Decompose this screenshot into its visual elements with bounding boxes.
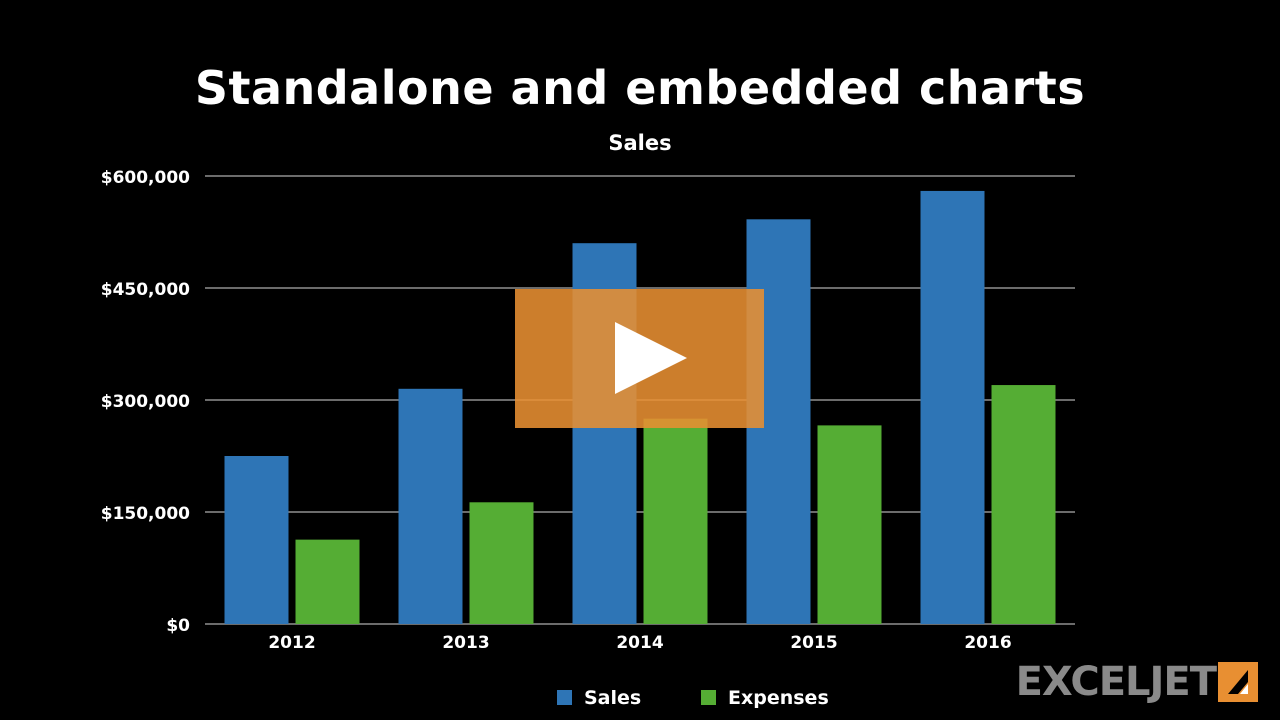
bar-expenses-2014 — [643, 418, 708, 624]
chart-title: Sales — [608, 131, 671, 155]
legend-label: Sales — [584, 687, 641, 709]
y-tick-label: $0 — [166, 616, 190, 636]
bar-expenses-2016 — [991, 385, 1056, 624]
x-tick-label: 2013 — [442, 633, 489, 653]
bar-expenses-2013 — [469, 502, 534, 624]
brand-name: EXCELJET — [1015, 659, 1217, 705]
x-axis-tick-labels: 2012 2013 2014 2015 2016 — [268, 633, 1011, 653]
bar-sales-2012 — [224, 456, 289, 624]
brand-mark-icon — [1218, 662, 1258, 702]
page-title: Standalone and embedded charts — [194, 61, 1086, 115]
legend-swatch — [701, 690, 716, 705]
y-tick-label: $150,000 — [101, 504, 190, 524]
x-tick-label: 2012 — [268, 633, 315, 653]
y-axis-tick-labels: $0 $150,000 $300,000 $450,000 $600,000 — [101, 168, 190, 636]
bar-sales-2013 — [398, 388, 463, 624]
x-tick-label: 2014 — [616, 633, 663, 653]
y-tick-label: $450,000 — [101, 280, 190, 300]
bar-sales-2016 — [920, 190, 985, 624]
x-tick-label: 2016 — [964, 633, 1011, 653]
y-tick-label: $600,000 — [101, 168, 190, 188]
play-icon[interactable] — [615, 322, 687, 394]
legend: Sales Expenses — [557, 687, 829, 709]
y-tick-label: $300,000 — [101, 392, 190, 412]
x-tick-label: 2015 — [790, 633, 837, 653]
brand-logo: EXCELJET — [1016, 660, 1258, 704]
bar-expenses-2012 — [295, 539, 360, 624]
legend-swatch — [557, 690, 572, 705]
bar-expenses-2015 — [817, 425, 882, 624]
legend-label: Expenses — [728, 687, 829, 709]
video-play-button[interactable] — [515, 289, 764, 428]
